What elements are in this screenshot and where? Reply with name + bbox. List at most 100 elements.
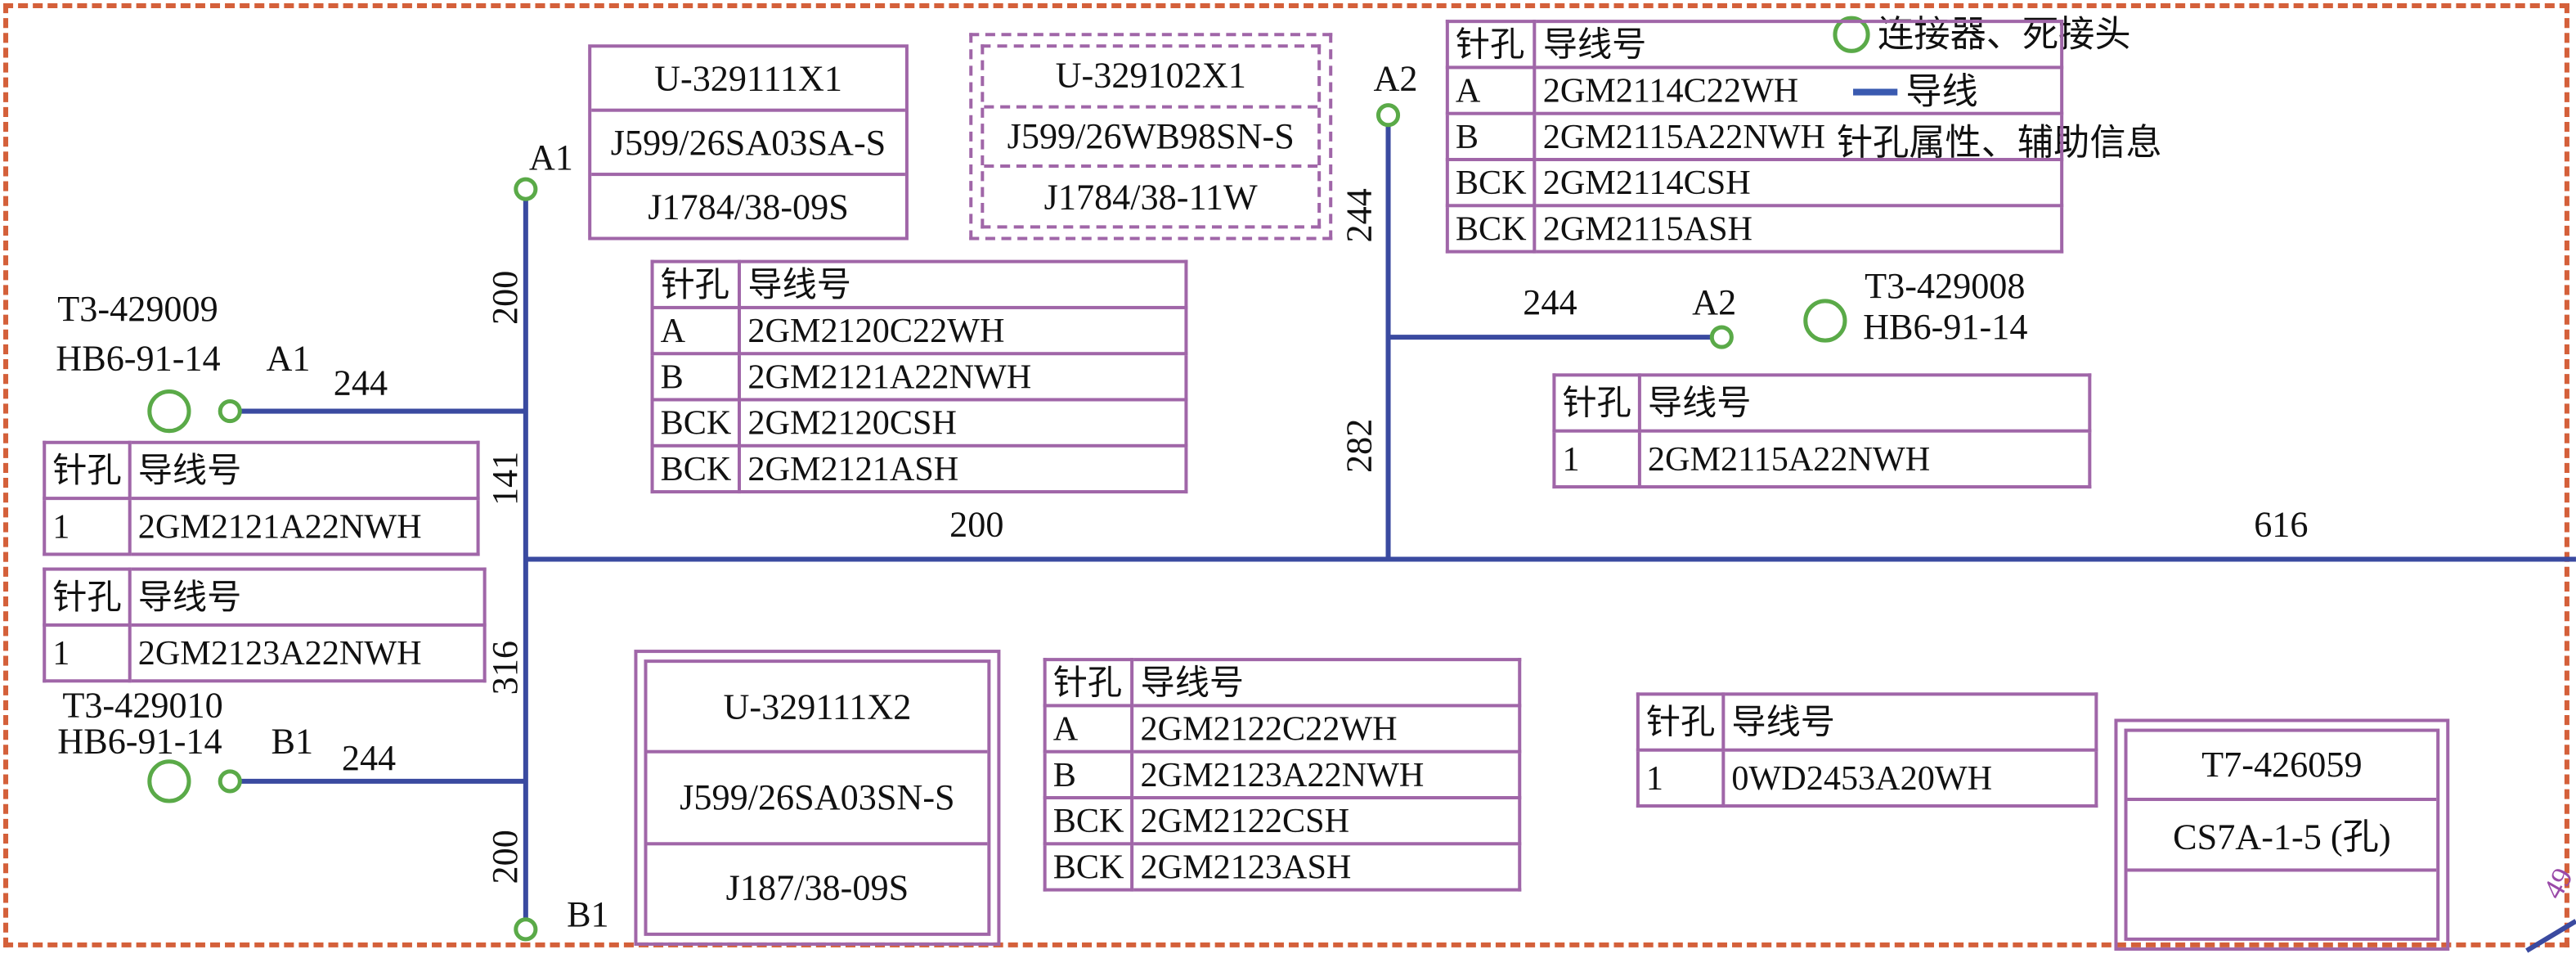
connector-part: T3-429010 xyxy=(62,684,223,726)
length-label: 316 xyxy=(483,641,525,695)
wire-number-cell: 2GM2121A22NWH xyxy=(738,352,1188,402)
connector-box-x1: U-329111X1 J599/26SA03SA-S J1784/38-09S xyxy=(588,44,909,241)
pin-table-t3-429010: 针孔 导线号 1 2GM2123A22NWH xyxy=(43,567,487,683)
node-label: A1 xyxy=(528,136,573,178)
table-header-row: 针孔 导线号 xyxy=(43,567,487,627)
pin-cell: BCK xyxy=(650,398,742,448)
box-cell: U-329111X1 xyxy=(591,47,905,112)
pin-cell: 1 xyxy=(1552,429,1641,489)
wire-number-cell: 2GM2123A22NWH xyxy=(1130,749,1522,800)
pin-cell: B xyxy=(1043,749,1134,800)
connector-circle-icon[interactable] xyxy=(1803,299,1847,343)
connector-circle-icon[interactable] xyxy=(218,399,242,424)
table-row: BCK 2GM2122CSH xyxy=(1043,795,1522,846)
length-label: 200 xyxy=(949,503,1004,545)
pin-cell: BCK xyxy=(1445,204,1537,254)
table-row: B 2GM2121A22NWH xyxy=(650,352,1188,402)
connector-box-x2: U-329111X2 J599/26SA03SN-S J187/38-09S xyxy=(634,650,1001,946)
table-row: 1 2GM2123A22NWH xyxy=(43,623,487,683)
wire-number-cell: 0WD2453A20WH xyxy=(1721,748,2098,808)
table-row: A 2GM2120C22WH xyxy=(650,305,1188,356)
box-cell: J1784/38-09S xyxy=(648,185,849,227)
connector-part: T3-429008 xyxy=(1865,264,2026,306)
wire-number-cell: 2GM2120C22WH xyxy=(738,305,1188,356)
box-cell: J1784/38-11W xyxy=(1043,175,1258,217)
pin-table-t3-429009: 针孔 导线号 1 2GM2121A22NWH xyxy=(43,440,480,556)
table-header-cell: 导线号 xyxy=(738,259,1188,309)
box-cell: U-329102X1 xyxy=(984,47,1318,109)
connector-spec: HB6-91-14 xyxy=(1863,305,2028,348)
table-header-row: 针孔 导线号 xyxy=(650,259,1188,309)
length-label: 244 xyxy=(333,362,388,403)
pin-table-t7: 针孔 导线号 1 0WD2453A20WH xyxy=(1636,692,2098,808)
table-row: BCK 2GM2123ASH xyxy=(1043,842,1522,892)
box-cell: J599/26SA03SN-S xyxy=(647,754,988,845)
wire-number-cell: 2GM2121ASH xyxy=(738,443,1188,494)
length-label: 244 xyxy=(1523,281,1577,323)
pin-table-b1: 针孔 导线号 A 2GM2122C22WH B 2GM2123A22NWH BCK 2GM21… xyxy=(1043,658,1522,892)
connector-box-t7: T7-426059 CS7A-1-5 (孔) xyxy=(2114,718,2450,951)
length-label: 616 xyxy=(2254,503,2309,545)
pin-table-a2: 针孔 导线号 A 2GM2114C22WH B 2GM2115A22NWH BCK 2GM21… xyxy=(1445,20,2064,254)
box-cell: T7-426059 xyxy=(2127,732,2437,802)
connector-circle-icon[interactable] xyxy=(1709,325,1734,349)
connector-circle-icon[interactable] xyxy=(514,177,538,201)
connector-circle-icon[interactable] xyxy=(218,769,242,794)
table-header-cell: 导线号 xyxy=(1533,20,2064,70)
table-header-row: 针孔 导线号 xyxy=(1636,692,2098,752)
table-header-row: 针孔 导线号 xyxy=(1552,373,2092,433)
connector-part: T3-429009 xyxy=(57,287,218,330)
box-cell: J599/26WB98SN-S xyxy=(984,108,1318,169)
length-label: 200 xyxy=(483,270,525,326)
pin-cell: A xyxy=(1043,704,1134,754)
connector-circle-icon[interactable] xyxy=(1376,103,1401,128)
table-row: BCK 2GM2114CSH xyxy=(1445,157,2064,208)
wire-number-cell: 2GM2120CSH xyxy=(738,398,1188,448)
wire-number-cell: 2GM2115ASH xyxy=(1533,204,2064,254)
table-row: A 2GM2122C22WH xyxy=(1043,704,1522,754)
wire-number-cell: 2GM2123A22NWH xyxy=(128,623,487,683)
wire-number-cell: 2GM2123ASH xyxy=(1130,842,1522,892)
pin-cell: A xyxy=(650,305,742,356)
box-cell: J187/38-09S xyxy=(725,867,909,909)
wire-number-cell: 2GM2122C22WH xyxy=(1130,704,1522,754)
length-label: 244 xyxy=(1338,188,1380,243)
connector-circle-icon[interactable] xyxy=(147,389,191,434)
table-row: BCK 2GM2115ASH xyxy=(1445,204,2064,254)
table-row: 1 2GM2121A22NWH xyxy=(43,497,480,556)
table-header-cell: 导线号 xyxy=(1637,373,2092,433)
connector-pin: B1 xyxy=(271,720,314,762)
length-label: 282 xyxy=(1338,418,1380,473)
pin-cell: B xyxy=(650,352,742,402)
connector-box-x1-alt: U-329102X1 J599/26WB98SN-S J1784/38-11W xyxy=(969,33,1333,241)
node-label: A2 xyxy=(1373,57,1418,99)
table-row: BCK 2GM2120CSH xyxy=(650,398,1188,448)
pin-cell: 1 xyxy=(1636,748,1726,808)
wire-number-cell: 2GM2115A22NWH xyxy=(1637,429,2092,489)
table-header-cell: 针孔 xyxy=(1636,692,1726,752)
connector-circle-icon[interactable] xyxy=(514,917,538,942)
box-cell: U-329111X2 xyxy=(647,663,988,754)
connector-circle-icon[interactable] xyxy=(147,759,191,803)
connector-pin: A1 xyxy=(266,337,311,379)
connector-spec: HB6-91-14 xyxy=(57,720,222,762)
table-header-row: 针孔 导线号 xyxy=(1445,20,2064,70)
length-label: 200 xyxy=(483,830,525,884)
wire-number-cell: 2GM2121A22NWH xyxy=(128,497,480,556)
table-row: B 2GM2123A22NWH xyxy=(1043,749,1522,800)
box-cell: J599/26SA03SA-S xyxy=(591,112,905,177)
pin-cell: 1 xyxy=(43,623,132,683)
connector-spec: HB6-91-14 xyxy=(56,337,221,379)
wire-number-cell: 2GM2122CSH xyxy=(1130,795,1522,846)
wire-number-cell: 2GM2114CSH xyxy=(1533,157,2064,208)
node-label: B1 xyxy=(567,893,609,934)
wire-edge[interactable] xyxy=(2525,919,2576,953)
pin-cell: BCK xyxy=(1445,157,1537,208)
pin-cell: BCK xyxy=(650,443,742,494)
table-header-cell: 导线号 xyxy=(1130,658,1522,708)
wire-number-cell: 2GM2114C22WH xyxy=(1533,65,2064,115)
length-label: 244 xyxy=(341,736,397,778)
table-row: 1 2GM2115A22NWH xyxy=(1552,429,2092,489)
table-header-cell: 导线号 xyxy=(128,440,480,501)
